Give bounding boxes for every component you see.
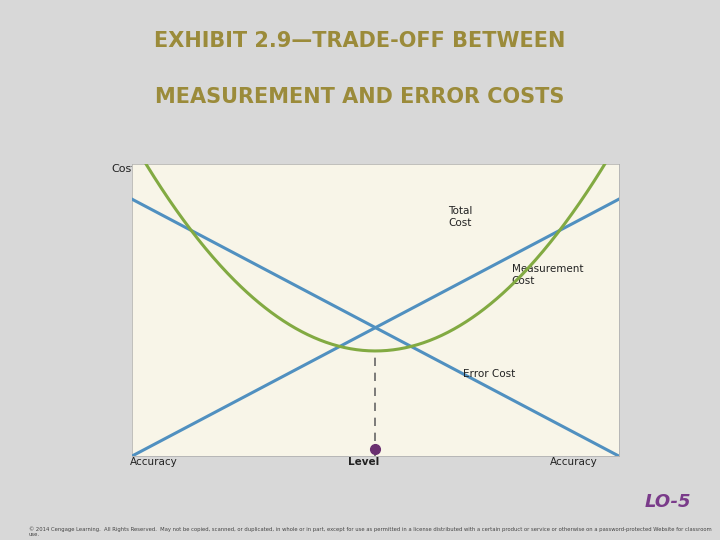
Text: EXHIBIT 2.9—TRADE-OFF BETWEEN: EXHIBIT 2.9—TRADE-OFF BETWEEN [154,31,566,51]
Text: Error Cost: Error Cost [463,369,516,379]
Text: LO-5: LO-5 [644,493,691,511]
Text: © 2014 Cengage Learning.  All Rights Reserved.  May not be copied, scanned, or d: © 2014 Cengage Learning. All Rights Rese… [29,526,711,537]
Text: Low
Accuracy: Low Accuracy [130,446,177,468]
Text: High
Accuracy: High Accuracy [550,446,598,468]
Text: Measurement
Cost: Measurement Cost [511,264,583,286]
Text: Optimal
Level: Optimal Level [341,446,387,468]
Text: Total
Cost: Total Cost [449,206,473,228]
Text: MEASUREMENT AND ERROR COSTS: MEASUREMENT AND ERROR COSTS [156,87,564,107]
Text: Cost: Cost [112,164,136,174]
